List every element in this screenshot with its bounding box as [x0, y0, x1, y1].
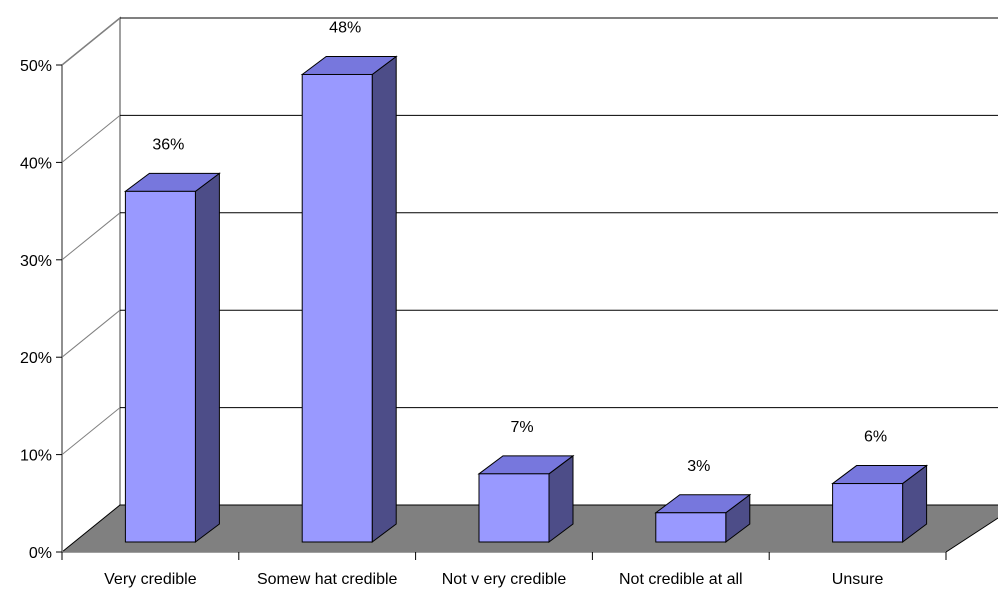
left-wall	[61, 16, 121, 552]
data-label: 7%	[510, 419, 533, 436]
category-label: Very credible	[104, 571, 197, 588]
gridline-diagonal	[61, 407, 121, 455]
bar-side	[371, 55, 397, 543]
bars	[123, 55, 929, 543]
category-label: Unsure	[832, 571, 884, 588]
bar-front	[124, 190, 196, 543]
data-label: 3%	[687, 458, 710, 475]
bar	[654, 493, 752, 543]
bar	[831, 464, 929, 543]
axes	[56, 64, 947, 560]
category-label: Not credible at all	[619, 571, 743, 588]
gridline-diagonal	[61, 309, 121, 358]
bar-front	[832, 483, 904, 543]
y-tick-label: 0%	[29, 545, 52, 562]
gridline-diagonal	[61, 17, 121, 66]
bar-front	[478, 473, 550, 543]
gridlines	[61, 17, 998, 455]
data-label: 48%	[329, 19, 361, 36]
y-tick-label: 30%	[20, 253, 52, 270]
y-tick-label: 20%	[20, 350, 52, 367]
gridline-diagonal	[61, 115, 121, 163]
y-tick-label: 10%	[20, 448, 52, 465]
labels: 0% 10% 20% 30% 40% 50% 36% Very credible 48% Some…	[20, 19, 887, 588]
chart-walls	[61, 16, 121, 552]
bar	[123, 172, 221, 543]
data-label-background	[325, 19, 366, 37]
bar	[300, 55, 398, 543]
data-label: 36%	[152, 136, 184, 153]
bar-front	[655, 512, 727, 543]
category-label: Not v ery credible	[442, 571, 567, 588]
bar-front	[301, 73, 373, 543]
bar	[477, 454, 575, 543]
category-label: Somew hat credible	[257, 571, 398, 588]
bar-side	[194, 172, 220, 543]
data-label: 6%	[864, 429, 887, 446]
gridline-diagonal	[61, 212, 121, 261]
y-tick-label: 40%	[20, 155, 52, 172]
y-tick-label: 50%	[20, 58, 52, 75]
